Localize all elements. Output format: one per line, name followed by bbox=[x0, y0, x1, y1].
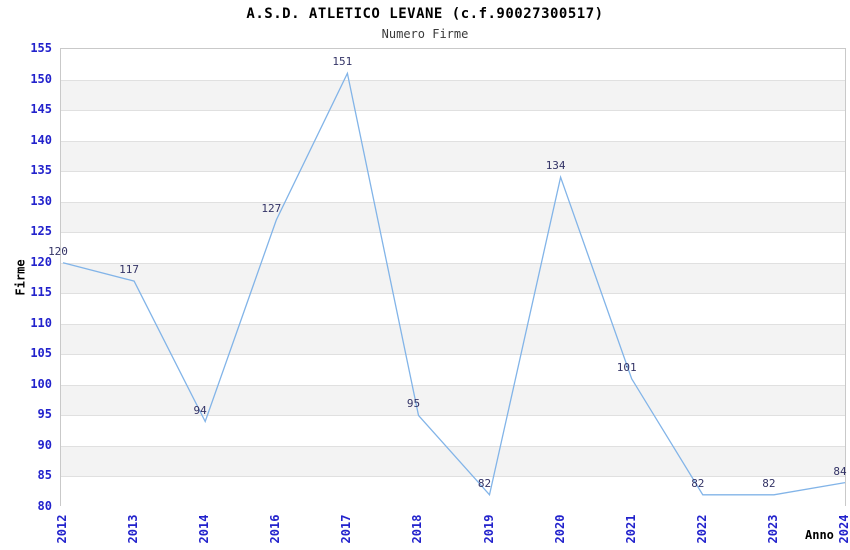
x-tick-label: 2014 bbox=[197, 514, 212, 544]
y-tick-label: 130 bbox=[30, 193, 52, 208]
data-label: 82 bbox=[477, 476, 492, 490]
data-label: 134 bbox=[545, 159, 566, 173]
y-tick-label: 80 bbox=[37, 499, 52, 513]
gridline bbox=[61, 385, 845, 386]
plot-band bbox=[61, 110, 845, 141]
gridline bbox=[61, 110, 845, 111]
gridline bbox=[61, 202, 845, 203]
gridline bbox=[61, 354, 845, 355]
gridline bbox=[61, 415, 845, 416]
plot-band bbox=[61, 415, 845, 446]
plot-band bbox=[61, 262, 845, 294]
y-tick-label: 150 bbox=[30, 71, 52, 86]
gridline bbox=[61, 171, 845, 172]
plot-band bbox=[61, 323, 845, 355]
x-tick-label: 2018 bbox=[410, 514, 425, 544]
x-tick-label: 2023 bbox=[765, 514, 780, 544]
x-axis-title: Anno bbox=[805, 528, 834, 542]
chart-title: A.S.D. ATLETICO LEVANE (c.f.90027300517) bbox=[246, 6, 604, 22]
plot-band bbox=[61, 293, 845, 324]
x-tick-label: 2012 bbox=[55, 514, 69, 544]
gridline bbox=[61, 446, 845, 447]
plot-band bbox=[61, 354, 845, 385]
y-axis-title: Firme bbox=[13, 259, 28, 296]
plot-band bbox=[61, 171, 845, 202]
x-tick-label: 2013 bbox=[126, 514, 141, 544]
x-tick-label: 2016 bbox=[268, 514, 283, 544]
plot-area: 120 117 94 127 151 95 82 134 101 82 82 84 bbox=[48, 48, 847, 507]
series-polyline bbox=[62, 71, 846, 497]
y-tick-label: 100 bbox=[30, 376, 52, 391]
chart-subtitle: Numero Firme bbox=[381, 27, 469, 41]
plot-band bbox=[61, 476, 845, 507]
data-label: 120 bbox=[48, 244, 68, 258]
gridline bbox=[61, 263, 845, 264]
x-tick-label: 2017 bbox=[339, 514, 354, 544]
plot-band bbox=[61, 201, 845, 233]
y-tick-label: 125 bbox=[30, 224, 52, 239]
data-label: 151 bbox=[332, 55, 353, 69]
y-tick-label: 145 bbox=[30, 102, 52, 117]
y-tick-label: 90 bbox=[37, 437, 52, 452]
data-label: 117 bbox=[119, 263, 140, 277]
x-tick-label: 2021 bbox=[623, 514, 638, 544]
y-tick-label: 155 bbox=[30, 41, 52, 55]
data-label: 95 bbox=[406, 397, 421, 411]
gridline bbox=[61, 232, 845, 233]
y-tick-label: 85 bbox=[37, 468, 52, 483]
x-tick-label: 2019 bbox=[481, 514, 496, 544]
y-tick-label: 110 bbox=[30, 315, 52, 330]
data-label: 101 bbox=[616, 360, 637, 374]
gridline bbox=[61, 293, 845, 294]
y-tick-label: 140 bbox=[30, 132, 52, 147]
series-line bbox=[62, 71, 846, 497]
y-tick-label: 135 bbox=[30, 163, 52, 178]
data-label: 82 bbox=[762, 476, 776, 490]
plot-band bbox=[61, 79, 845, 111]
data-label: 82 bbox=[691, 476, 705, 490]
plot-band bbox=[61, 49, 845, 80]
plot-band bbox=[61, 445, 845, 477]
y-tick-label: 120 bbox=[30, 254, 52, 269]
gridline bbox=[61, 324, 845, 325]
y-tick-label: 105 bbox=[30, 346, 52, 361]
data-label: 127 bbox=[261, 201, 282, 215]
plot-band bbox=[61, 232, 845, 263]
x-tick-label: 2020 bbox=[552, 514, 567, 544]
data-label: 84 bbox=[833, 464, 847, 478]
gridline bbox=[61, 141, 845, 142]
plot-band bbox=[61, 140, 845, 172]
gridline bbox=[61, 80, 845, 81]
y-tick-label: 95 bbox=[37, 407, 52, 422]
plot-band bbox=[61, 384, 845, 416]
x-tick-label: 2022 bbox=[694, 514, 709, 544]
data-label: 94 bbox=[193, 403, 207, 417]
gridline bbox=[61, 476, 845, 477]
y-tick-label: 115 bbox=[30, 285, 52, 300]
